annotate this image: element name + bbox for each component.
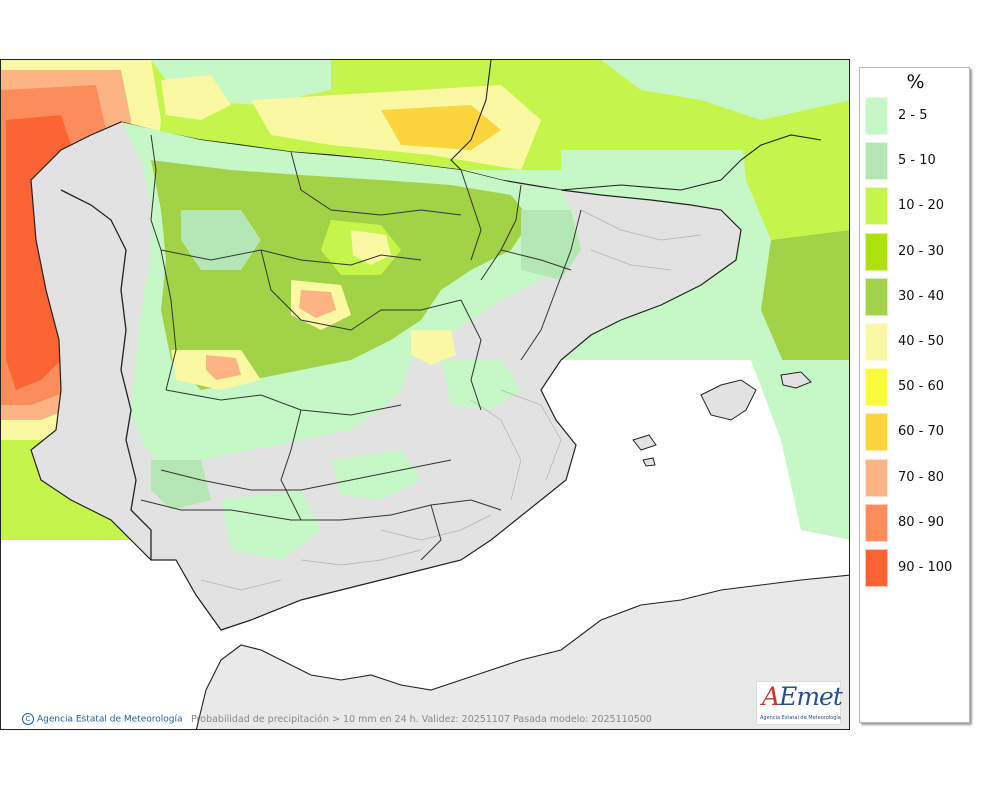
legend-label: 90 - 100 xyxy=(898,560,953,575)
color-legend: % 2 - 5 5 - 10 10 - 20 20 - 30 30 - 40 40 - 5… xyxy=(859,67,970,723)
terrain-shading xyxy=(200,209,702,591)
map-caption: Probabilidad de precipitación > 10 mm en… xyxy=(191,714,652,725)
legend-label: 5 - 10 xyxy=(898,153,936,169)
balearic-islands xyxy=(632,371,812,467)
legend-label: 70 - 80 xyxy=(898,469,945,485)
legend-swatch xyxy=(865,413,888,452)
legend-unit: % xyxy=(906,71,925,93)
legend-item: 2 - 5 xyxy=(863,95,969,137)
legend-swatch xyxy=(865,97,888,135)
legend-item: 50 - 60 xyxy=(863,366,969,408)
legend-item: 5 - 10 xyxy=(863,140,969,182)
legend-swatch xyxy=(865,187,888,226)
legend-item: 30 - 40 xyxy=(863,276,969,318)
legend-item: 20 - 30 xyxy=(863,231,969,273)
legend-item: 10 - 20 xyxy=(863,185,969,227)
legend-item: 90 - 100 xyxy=(863,547,969,589)
france-border xyxy=(450,60,822,191)
legend-label: 40 - 50 xyxy=(898,334,945,349)
legend-label: 10 - 20 xyxy=(898,198,945,214)
legend-swatch xyxy=(865,549,888,587)
legend-swatch xyxy=(865,142,888,181)
credit-text: Agencia Estatal de Meteorología xyxy=(37,714,183,725)
legend-swatch xyxy=(865,277,888,316)
legend-item: 80 - 90 xyxy=(863,502,969,544)
copyright-icon: C xyxy=(22,713,34,725)
credit-line: C Agencia Estatal de Meteorología xyxy=(22,713,183,725)
legend-swatch xyxy=(865,503,888,542)
aemet-logo-subtitle: Agencia Estatal de Meteorología xyxy=(760,715,841,721)
legend-swatch xyxy=(865,368,888,407)
legend-label: 2 - 5 xyxy=(898,108,928,123)
legend-label: 30 - 40 xyxy=(898,288,945,304)
legend-label: 60 - 70 xyxy=(898,424,945,440)
legend-item: 70 - 80 xyxy=(863,457,969,499)
legend-label: 80 - 90 xyxy=(898,514,945,530)
region-boundaries xyxy=(140,134,582,561)
aemet-logo: AEmet Agencia Estatal de Meteorología xyxy=(756,681,843,725)
north-africa xyxy=(195,574,849,729)
legend-label: 50 - 60 xyxy=(898,379,945,395)
legend-swatch xyxy=(865,323,888,361)
legend-item: 60 - 70 xyxy=(863,411,969,453)
aemet-logo-word: AEmet xyxy=(762,682,843,711)
legend-label: 20 - 30 xyxy=(898,243,945,259)
legend-swatch xyxy=(865,458,888,497)
portugal-border xyxy=(60,189,152,560)
precipitation-probability-map xyxy=(1,60,849,729)
legend-item: 40 - 50 xyxy=(863,321,969,363)
legend-swatch xyxy=(865,232,888,271)
